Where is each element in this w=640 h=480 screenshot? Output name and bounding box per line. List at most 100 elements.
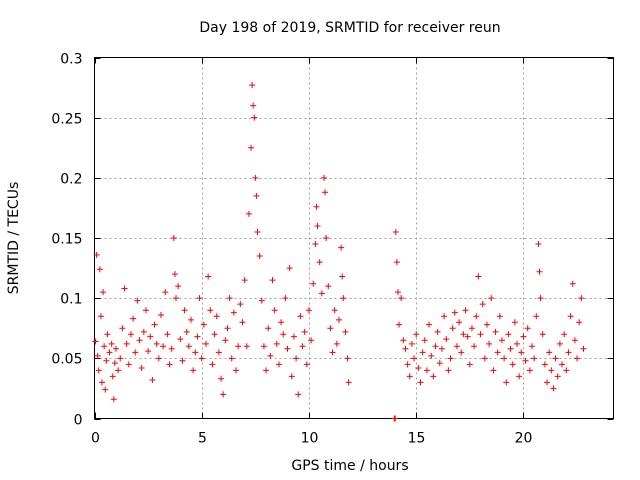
data-point: [203, 340, 210, 347]
data-point: [522, 357, 529, 364]
data-point: [213, 313, 220, 320]
data-point: [539, 331, 546, 338]
data-point: [155, 355, 162, 362]
data-point: [569, 280, 576, 287]
data-point: [460, 331, 467, 338]
data-point: [211, 331, 218, 338]
data-point: [265, 325, 272, 332]
data-point: [142, 307, 149, 314]
data-point: [179, 357, 186, 364]
data-point: [164, 331, 171, 338]
data-point: [233, 367, 240, 374]
data-point: [392, 228, 399, 235]
data-point: [127, 331, 134, 338]
data-point: [481, 355, 488, 362]
data-point: [103, 357, 110, 364]
data-point: [339, 273, 346, 280]
data-point: [393, 259, 400, 266]
data-point: [288, 373, 295, 380]
data-point: [258, 297, 265, 304]
data-point: [398, 295, 405, 302]
data-point: [498, 337, 505, 344]
data-point: [271, 307, 278, 314]
data-point: [550, 385, 557, 392]
data-point: [456, 319, 463, 326]
x-tick-label: 20: [515, 431, 533, 447]
data-point: [516, 373, 523, 380]
data-point: [168, 345, 175, 352]
data-point: [428, 352, 435, 359]
data-point: [526, 367, 533, 374]
data-point: [567, 313, 574, 320]
data-point: [486, 340, 493, 347]
data-point: [160, 343, 167, 350]
data-point: [166, 361, 173, 368]
data-point: [576, 319, 583, 326]
data-point: [544, 379, 551, 386]
data-point: [524, 325, 531, 332]
data-point: [295, 391, 302, 398]
data-point: [245, 210, 252, 217]
data-point: [290, 333, 297, 340]
data-point: [170, 235, 177, 241]
data-point: [411, 355, 418, 362]
data-point: [130, 315, 137, 322]
data-point: [408, 340, 415, 347]
data-point: [190, 367, 197, 374]
data-point: [520, 333, 527, 340]
data-point: [404, 361, 411, 368]
data-point: [303, 361, 310, 368]
data-point: [327, 325, 334, 332]
data-point: [192, 349, 199, 356]
data-point: [483, 321, 490, 328]
data-point: [400, 337, 407, 344]
data-series: [92, 82, 587, 422]
x-tick-label: 10: [301, 431, 319, 447]
data-point: [531, 355, 538, 362]
data-point: [462, 307, 469, 314]
data-point: [578, 295, 585, 302]
data-point: [436, 360, 443, 367]
data-point: [106, 349, 113, 356]
data-point: [466, 361, 473, 368]
data-point: [100, 289, 107, 296]
data-point: [479, 301, 486, 308]
data-point: [338, 244, 345, 251]
data-point: [140, 328, 147, 335]
data-point: [503, 379, 510, 386]
data-point: [335, 316, 342, 323]
data-point: [284, 345, 291, 352]
data-point: [529, 343, 536, 350]
data-point: [406, 373, 413, 380]
data-point: [299, 343, 306, 350]
data-point: [535, 241, 542, 248]
data-point: [95, 367, 102, 374]
x-tick-label: 0: [91, 431, 100, 447]
data-point: [181, 307, 188, 314]
data-point: [110, 396, 117, 403]
data-point: [345, 379, 352, 386]
data-point: [273, 340, 280, 347]
data-point: [117, 355, 124, 362]
data-point: [438, 345, 445, 352]
data-point: [426, 321, 433, 328]
data-point: [205, 273, 212, 280]
data-point: [237, 301, 244, 308]
data-point: [451, 309, 458, 316]
data-point: [548, 367, 555, 374]
data-point: [286, 265, 293, 272]
data-point: [473, 313, 480, 320]
data-point: [263, 367, 270, 374]
data-point: [308, 337, 315, 344]
data-point: [421, 337, 428, 344]
data-point: [533, 313, 540, 320]
data-point: [293, 355, 300, 362]
data-point: [250, 102, 257, 109]
x-tick-label: 15: [408, 431, 426, 447]
data-point: [417, 379, 424, 386]
data-point: [561, 331, 568, 338]
data-point: [392, 415, 399, 422]
data-point: [313, 203, 320, 210]
data-point: [228, 355, 235, 362]
